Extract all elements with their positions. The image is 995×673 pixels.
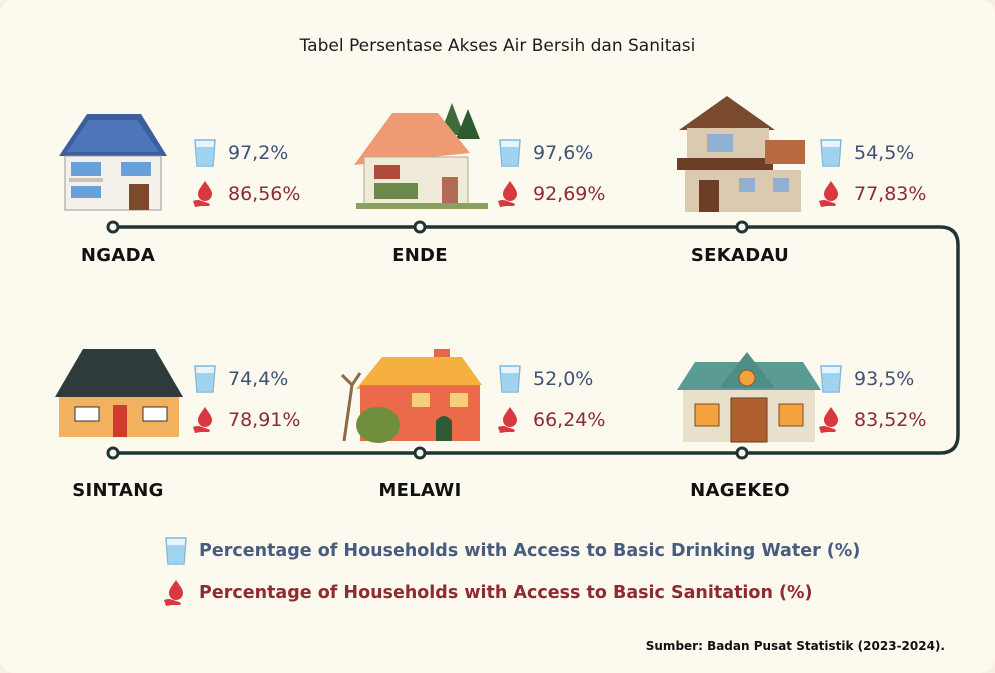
water-stat-sekadau: 54,5% <box>818 138 914 168</box>
sanitation-stat-melawi: 66,24% <box>497 405 605 435</box>
hand-water-drop-icon <box>498 181 517 207</box>
water-value: 97,6% <box>533 142 594 164</box>
water-stat-ende: 97,6% <box>497 138 593 168</box>
district-label-nagekeo: NAGEKEO <box>690 480 790 501</box>
water-value: 93,5% <box>854 368 915 390</box>
water-glass-icon <box>194 365 216 393</box>
route-node-melawi <box>413 446 427 460</box>
hand-water-drop-icon <box>819 407 838 433</box>
house-ngada-icon <box>59 114 167 211</box>
route-node-sekadau <box>735 220 749 234</box>
sanitation-stat-ngada: 86,56% <box>192 179 300 209</box>
sanitation-stat-sekadau: 77,83% <box>818 179 926 209</box>
water-value: 74,4% <box>228 368 289 390</box>
water-glass-icon <box>194 139 216 167</box>
water-glass-icon <box>820 365 842 393</box>
district-label-melawi: MELAWI <box>378 480 462 501</box>
hand-water-drop-icon <box>498 407 517 433</box>
source-note: Sumber: Badan Pusat Statistik (2023-2024… <box>645 639 945 653</box>
sanitation-stat-nagekeo: 83,52% <box>818 405 926 435</box>
legend-water-label: Percentage of Households with Access to … <box>199 541 861 561</box>
water-value: 52,0% <box>533 368 594 390</box>
route-node-nagekeo <box>735 446 749 460</box>
sanitation-value: 77,83% <box>854 183 927 205</box>
house-melawi-icon <box>340 349 482 443</box>
sanitation-value: 83,52% <box>854 409 927 431</box>
sanitation-stat-ende: 92,69% <box>497 179 605 209</box>
house-nagekeo-icon <box>677 352 821 443</box>
legend-sanitation: Percentage of Households with Access to … <box>163 578 813 608</box>
chart-title: Tabel Persentase Akses Air Bersih dan Sa… <box>299 36 696 56</box>
sanitation-value: 66,24% <box>533 409 606 431</box>
legend-sanitation-label: Percentage of Households with Access to … <box>199 583 813 603</box>
water-stat-ngada: 97,2% <box>192 138 288 168</box>
water-stat-nagekeo: 93,5% <box>818 364 914 394</box>
route-node-ngada <box>106 220 120 234</box>
hand-water-drop-icon <box>193 181 212 207</box>
hand-water-drop-icon <box>193 407 212 433</box>
house-sekadau-icon <box>677 96 805 212</box>
sanitation-value: 86,56% <box>228 183 301 205</box>
water-stat-sintang: 74,4% <box>192 364 288 394</box>
sanitation-stat-sintang: 78,91% <box>192 405 300 435</box>
water-glass-icon <box>820 139 842 167</box>
sanitation-value: 78,91% <box>228 409 301 431</box>
district-label-sintang: SINTANG <box>72 480 164 501</box>
house-ende-icon <box>354 103 488 209</box>
legend-water: Percentage of Households with Access to … <box>163 536 860 566</box>
hand-water-drop-icon <box>819 181 838 207</box>
hand-water-drop-icon <box>164 580 183 606</box>
district-label-ngada: NGADA <box>80 245 156 266</box>
water-glass-icon <box>165 537 187 565</box>
district-label-sekadau: SEKADAU <box>690 245 790 266</box>
district-label-ende: ENDE <box>392 245 448 266</box>
house-sintang-icon <box>55 349 183 437</box>
route-node-sintang <box>106 446 120 460</box>
water-value: 97,2% <box>228 142 289 164</box>
water-glass-icon <box>499 365 521 393</box>
water-glass-icon <box>499 139 521 167</box>
water-stat-melawi: 52,0% <box>497 364 593 394</box>
sanitation-value: 92,69% <box>533 183 606 205</box>
water-value: 54,5% <box>854 142 915 164</box>
route-node-ende <box>413 220 427 234</box>
